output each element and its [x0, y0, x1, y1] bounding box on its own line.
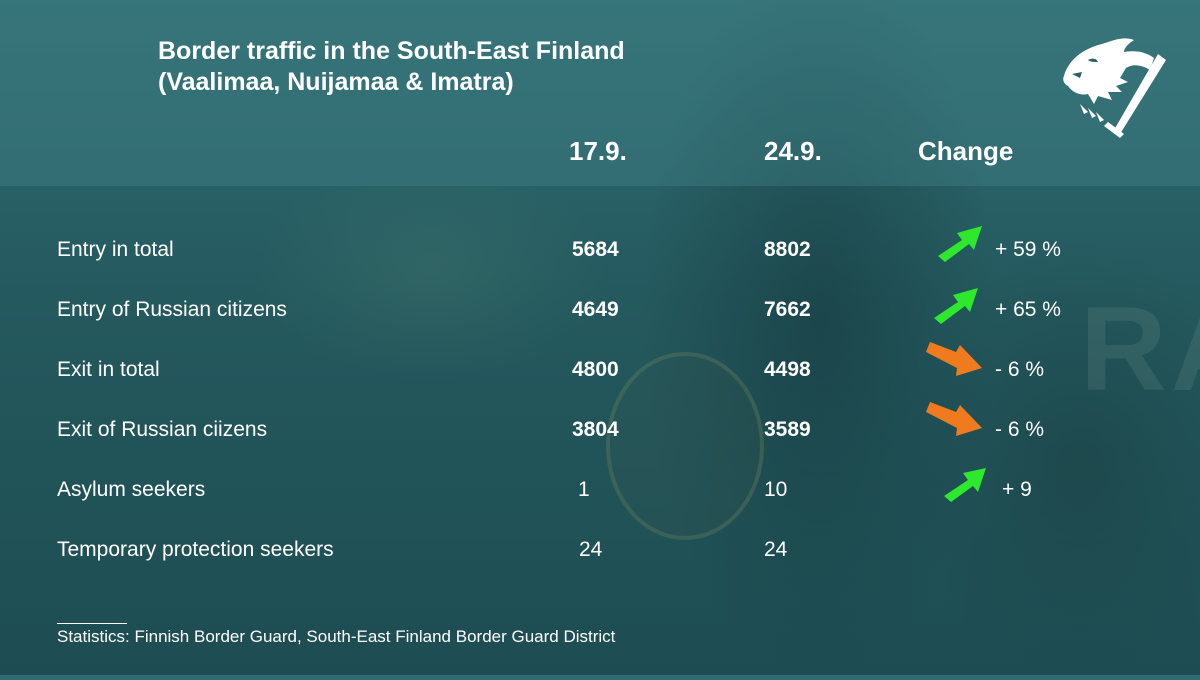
- header-band: [0, 0, 1200, 186]
- table-row: Entry in total 5684 8802 + 59 %: [0, 226, 1200, 270]
- background-lettering: RA: [1080, 282, 1200, 416]
- column-header-date-2: 24.9.: [764, 136, 822, 166]
- value-date-1: 5684: [572, 238, 619, 261]
- arrow-down-right-icon: [926, 402, 982, 436]
- row-label: Entry in total: [57, 238, 174, 261]
- change-value: - 6 %: [995, 418, 1045, 441]
- background-patch: [606, 352, 764, 540]
- value-date-1: 3804: [572, 418, 619, 441]
- title-line-2: (Vaalimaa, Nuijamaa & Imatra): [158, 68, 514, 96]
- row-label: Asylum seekers: [57, 478, 206, 501]
- value-date-2: 4498: [764, 358, 811, 381]
- value-date-2: 24: [764, 538, 788, 561]
- row-label: Exit of Russian ciizens: [57, 418, 268, 441]
- arrow-up-right-icon: [944, 468, 986, 502]
- value-date-2: 8802: [764, 238, 811, 261]
- change-value: + 65 %: [995, 298, 1061, 321]
- table-row: Entry of Russian citizens 4649 7662 + 65…: [0, 288, 1200, 330]
- table-row: Exit of Russian ciizens 3804 3589 - 6 %: [0, 402, 1200, 450]
- value-date-1: 4800: [572, 358, 619, 381]
- value-date-1: 4649: [572, 298, 619, 321]
- column-header-date-1: 17.9.: [569, 136, 627, 166]
- table-row: Temporary protection seekers 24 24: [0, 530, 1200, 570]
- row-label: Exit in total: [57, 358, 160, 381]
- value-date-2: 3589: [764, 418, 811, 441]
- change-value: + 59 %: [995, 238, 1061, 261]
- column-header-change: Change: [918, 136, 1014, 166]
- background-shade: [250, 160, 610, 380]
- change-value: - 6 %: [995, 358, 1045, 381]
- table-row: Asylum seekers 1 10 + 9: [0, 468, 1200, 510]
- source-note: Statistics: Finnish Border Guard, South-…: [57, 627, 616, 646]
- row-label: Temporary protection seekers: [57, 538, 334, 561]
- value-date-1: 24: [579, 538, 603, 561]
- footer-divider: [57, 623, 127, 624]
- value-date-1: 1: [578, 478, 590, 501]
- title-line-1: Border traffic in the South-East Finland: [158, 37, 625, 65]
- value-date-2: 7662: [764, 298, 811, 321]
- arrow-up-right-icon: [938, 226, 982, 262]
- bear-emblem-icon: [1063, 38, 1166, 138]
- arrow-up-right-icon: [934, 288, 978, 324]
- arrow-down-right-icon: [926, 342, 982, 376]
- change-value: + 9: [1002, 478, 1032, 501]
- row-label: Entry of Russian citizens: [57, 298, 287, 321]
- value-date-2: 10: [764, 478, 788, 501]
- table-row: Exit in total 4800 4498 - 6 %: [0, 342, 1200, 390]
- page-title: Border traffic in the South-East Finland…: [158, 36, 625, 98]
